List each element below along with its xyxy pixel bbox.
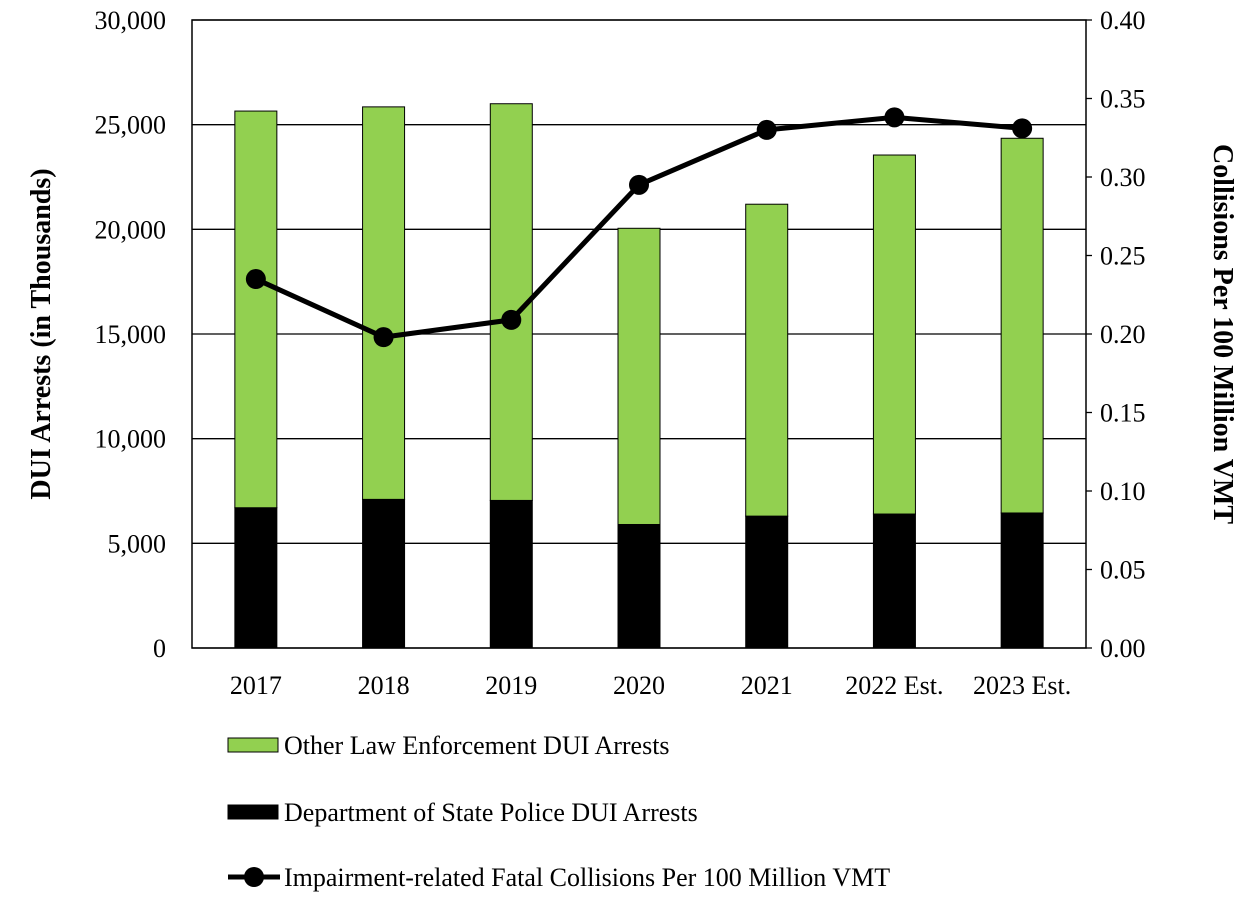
y2-tick-label: 0.30 <box>1100 163 1146 192</box>
legend-label: Impairment-related Fatal Collisions Per … <box>284 863 890 892</box>
legend: Other Law Enforcement DUI Arrests Departm… <box>227 731 890 892</box>
y2-tick-label: 0.15 <box>1100 399 1146 428</box>
line-point <box>629 174 649 195</box>
y-tick-label: 5,000 <box>108 529 167 558</box>
left-axis-title: DUI Arrests (in Thousands) <box>26 168 57 499</box>
x-tick-label: 2018 <box>358 671 410 700</box>
legend-marker <box>244 867 264 887</box>
x-tick-label: 2022 Est. <box>845 671 943 700</box>
bar-segment <box>234 507 278 649</box>
bar-segment <box>872 513 916 649</box>
y-tick-label: 0 <box>153 634 166 663</box>
line-point <box>756 119 777 140</box>
bar-segment <box>234 110 278 509</box>
x-tick-label: 2023 Est. <box>973 671 1071 700</box>
bar-segment <box>1000 137 1044 514</box>
bar-segment <box>362 106 406 500</box>
line-point <box>884 107 905 128</box>
y-tick-label: 15,000 <box>95 320 167 349</box>
legend-swatch <box>227 804 279 820</box>
bar-segment <box>1000 512 1044 649</box>
bar-segment <box>745 515 789 649</box>
left-axis-ticks: 0 5,000 10,000 15,000 20,000 25,000 30,000 <box>95 6 167 663</box>
y-tick-label: 25,000 <box>95 111 167 140</box>
y2-tick-label: 0.00 <box>1100 634 1146 663</box>
legend-label: Department of State Police DUI Arrests <box>284 798 698 827</box>
x-tick-label: 2020 <box>613 671 665 700</box>
x-tick-label: 2017 <box>230 671 282 700</box>
legend-swatch <box>227 737 279 753</box>
bar-segment <box>489 499 533 649</box>
y2-tick-label: 0.40 <box>1100 6 1146 35</box>
line-point <box>373 327 394 348</box>
y-tick-label: 10,000 <box>95 425 167 454</box>
y2-tick-label: 0.25 <box>1100 242 1146 271</box>
collision-rate-line <box>245 107 1033 348</box>
bar-segment <box>617 227 661 525</box>
bar-segment <box>617 523 661 649</box>
line-point <box>1012 118 1033 139</box>
y-tick-label: 30,000 <box>95 6 167 35</box>
x-axis-ticks: 2017 2018 2019 2020 2021 2022 Est. 2023 Est. <box>230 671 1071 700</box>
bars <box>234 103 1044 649</box>
bar-segment <box>745 203 789 517</box>
legend-label: Other Law Enforcement DUI Arrests <box>284 731 670 760</box>
right-axis-title: Collisions Per 100 Million VMT <box>1207 144 1238 524</box>
bar-segment <box>362 498 406 649</box>
bar-segment <box>872 154 916 515</box>
x-tick-label: 2021 <box>741 671 793 700</box>
right-axis-ticks: 0.00 0.05 0.10 0.15 0.20 0.25 0.30 0.35 0.40 <box>1086 6 1146 663</box>
y2-tick-label: 0.35 <box>1100 85 1146 114</box>
y2-tick-label: 0.20 <box>1100 320 1146 349</box>
y2-tick-label: 0.10 <box>1100 477 1146 506</box>
y2-tick-label: 0.05 <box>1100 556 1146 585</box>
line-point <box>501 309 522 330</box>
line-point <box>245 269 266 290</box>
y-tick-label: 20,000 <box>95 215 167 244</box>
x-tick-label: 2019 <box>485 671 537 700</box>
